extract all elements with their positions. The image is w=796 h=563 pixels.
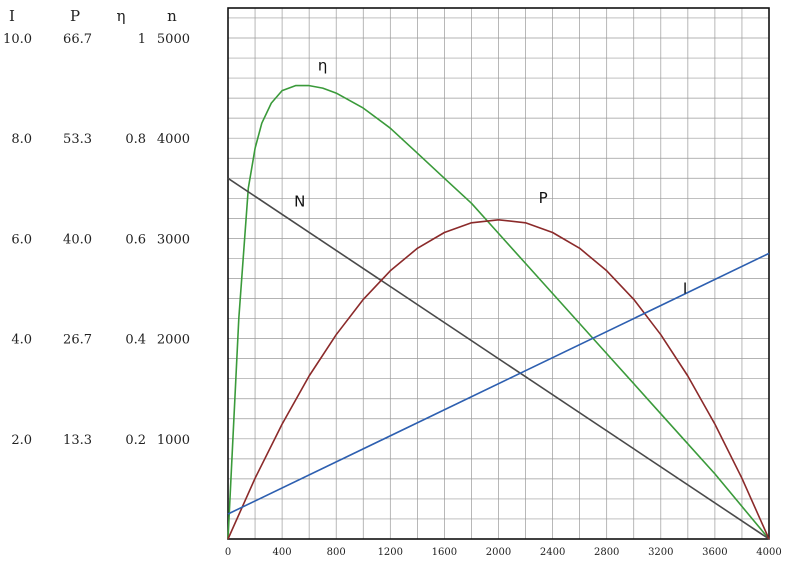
y-tick-label: 8.0 bbox=[11, 132, 32, 147]
plot-border bbox=[227, 7, 770, 540]
y-axis-header: n bbox=[167, 7, 177, 25]
y-tick-label: 2000 bbox=[157, 333, 190, 348]
x-tick-label: 2400 bbox=[540, 547, 565, 558]
x-tick-label: 400 bbox=[273, 547, 292, 558]
y-axis-header: I bbox=[9, 7, 15, 25]
grid bbox=[228, 8, 769, 539]
plot-frame bbox=[227, 7, 770, 540]
y-tick-label: 10.0 bbox=[3, 32, 32, 47]
y-tick-label: 0.6 bbox=[125, 232, 146, 247]
y-tick-label: 2.0 bbox=[11, 433, 32, 448]
curve-label: I bbox=[683, 280, 687, 298]
x-tick-label: 1200 bbox=[378, 547, 403, 558]
x-tick-label: 3600 bbox=[702, 547, 727, 558]
y-tick-label: 6.0 bbox=[11, 232, 32, 247]
curve-label: N bbox=[294, 192, 305, 210]
y-tick-label: 26.7 bbox=[63, 333, 92, 348]
y-axis-header: P bbox=[70, 7, 80, 25]
x-tick-label: 2800 bbox=[594, 547, 619, 558]
y-axis-header: η bbox=[117, 7, 126, 25]
y-tick-label: 0.4 bbox=[125, 333, 146, 348]
y-tick-label: 66.7 bbox=[63, 32, 92, 47]
y-tick-label: 0.2 bbox=[125, 433, 146, 448]
y-tick-label: 3000 bbox=[157, 232, 190, 247]
x-tick-label: 2000 bbox=[486, 547, 511, 558]
x-tick-label: 0 bbox=[225, 547, 231, 558]
y-tick-label: 0.8 bbox=[125, 132, 146, 147]
curve-label: P bbox=[539, 189, 548, 207]
x-tick-label: 4000 bbox=[756, 547, 781, 558]
curves bbox=[227, 84, 770, 540]
y-tick-label: 1000 bbox=[157, 433, 190, 448]
x-tick-label: 800 bbox=[327, 547, 346, 558]
y-tick-label: 5000 bbox=[157, 32, 190, 47]
series-line-n bbox=[227, 177, 770, 540]
series-line-eta bbox=[227, 84, 770, 540]
y-tick-label: 4.0 bbox=[11, 333, 32, 348]
x-tick-label: 3200 bbox=[648, 547, 673, 558]
x-axis: 0 400 800 1200 1600 2000 2400 2800 3200 3600 4000 bbox=[225, 547, 782, 558]
curve-labels: η N P I bbox=[294, 57, 687, 298]
y-axes: I 2.0 4.0 6.0 8.0 10.0 P 13.3 26.7 40.0 53.3 66.7 η 0… bbox=[3, 7, 190, 448]
y-tick-label: 1 bbox=[138, 32, 146, 47]
y-tick-label: 53.3 bbox=[63, 132, 92, 147]
y-tick-label: 40.0 bbox=[63, 232, 92, 247]
curve-label: η bbox=[318, 57, 328, 75]
y-tick-label: 4000 bbox=[157, 132, 190, 147]
x-tick-label: 1600 bbox=[432, 547, 457, 558]
y-tick-label: 13.3 bbox=[63, 433, 92, 448]
series-line-i bbox=[227, 252, 770, 515]
series-line-p bbox=[227, 219, 770, 540]
